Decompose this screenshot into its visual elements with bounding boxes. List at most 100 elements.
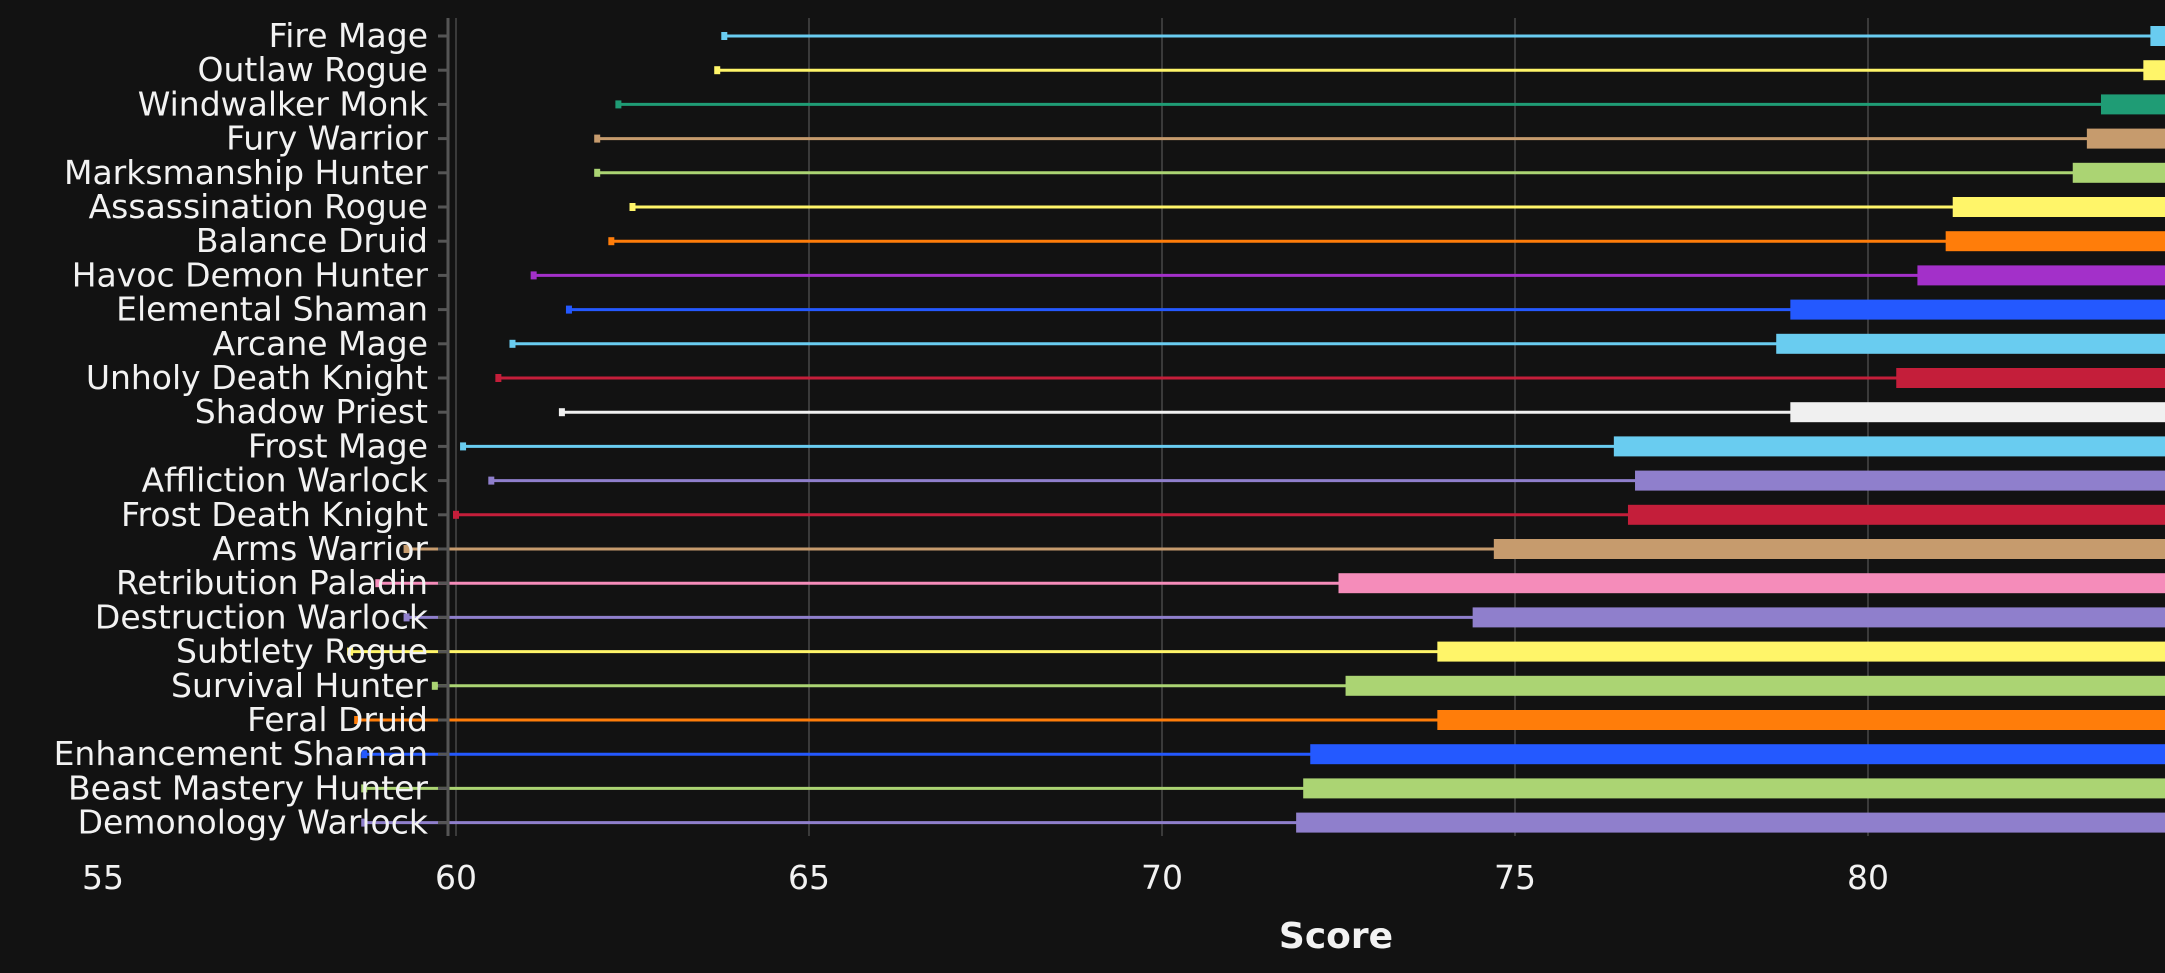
- iqr-box: [1790, 299, 2165, 320]
- whisker-min-cap: [361, 818, 368, 827]
- iqr-box: [2072, 162, 2165, 183]
- category-label: Windwalker Monk: [138, 84, 429, 123]
- whisker-min-cap: [488, 476, 495, 485]
- x-tick-label: 80: [1847, 858, 1889, 897]
- category-label: Marksmanship Hunter: [64, 153, 428, 192]
- whisker-min-cap: [530, 271, 537, 280]
- iqr-box: [1437, 641, 2165, 662]
- iqr-box: [1345, 675, 2165, 696]
- category-label: Assassination Rogue: [89, 187, 428, 226]
- category-label: Havoc Demon Hunter: [72, 255, 429, 294]
- box-row: [714, 60, 2165, 81]
- box-row: [361, 744, 2165, 765]
- iqr-box: [1437, 710, 2165, 730]
- iqr-box: [1945, 231, 2165, 252]
- box-row: [530, 265, 2165, 286]
- x-tick-label: 60: [435, 858, 477, 897]
- whisker-min-cap: [629, 203, 636, 211]
- box-row: [558, 402, 2165, 423]
- box-row: [488, 470, 2165, 491]
- iqr-box: [1635, 470, 2165, 491]
- iqr-box: [1627, 504, 2165, 525]
- category-label: Fire Mage: [269, 16, 428, 55]
- whisker-min-cap: [347, 647, 354, 656]
- box-row: [594, 128, 2165, 149]
- box-row: [594, 162, 2165, 183]
- box-row: [453, 504, 2165, 525]
- box-row: [361, 778, 2165, 799]
- iqr-box: [1613, 436, 2165, 457]
- category-label: Feral Druid: [247, 700, 428, 739]
- box-row: [615, 94, 2165, 115]
- x-axis: 556065707580859095100: [82, 858, 1889, 897]
- category-label: Arms Warrior: [212, 529, 428, 568]
- iqr-box: [1917, 265, 2165, 286]
- category-label: Frost Death Knight: [121, 495, 428, 534]
- category-label: Frost Mage: [248, 426, 428, 465]
- iqr-box: [1472, 607, 2165, 628]
- iqr-box: [1310, 744, 2165, 765]
- whisker-min-cap: [615, 100, 622, 109]
- category-label: Outlaw Rogue: [197, 50, 428, 89]
- x-axis-title: Score: [1279, 916, 1393, 957]
- iqr-box: [1303, 778, 2165, 799]
- whisker-min-cap: [721, 32, 728, 40]
- whisker-min-cap: [495, 374, 502, 382]
- whisker-min-cap: [594, 134, 601, 143]
- x-tick-label: 75: [1494, 858, 1536, 897]
- category-label: Fury Warrior: [226, 119, 428, 158]
- category-label: Retribution Paladin: [116, 563, 428, 602]
- category-label: Balance Druid: [196, 221, 428, 260]
- iqr-box: [1338, 573, 2165, 594]
- box-row: [495, 368, 2165, 388]
- whisker-min-cap: [714, 66, 721, 75]
- whisker-min-cap: [453, 510, 459, 519]
- box-row: [403, 539, 2165, 559]
- iqr-box: [1896, 368, 2165, 388]
- whisker-min-cap: [375, 579, 382, 588]
- category-label: Destruction Warlock: [95, 597, 429, 636]
- box-row: [375, 573, 2165, 594]
- box-row: [629, 197, 2165, 217]
- box-row: [361, 812, 2165, 833]
- x-tick-label: 55: [82, 858, 124, 897]
- whisker-min-cap: [431, 681, 438, 690]
- category-label: Shadow Priest: [195, 392, 428, 431]
- whisker-min-cap: [565, 305, 572, 314]
- iqr-box: [1296, 812, 2165, 833]
- iqr-box: [2150, 26, 2165, 46]
- category-label: Beast Mastery Hunter: [68, 768, 428, 807]
- category-label: Affliction Warlock: [142, 461, 429, 500]
- category-label: Unholy Death Knight: [86, 358, 428, 397]
- iqr-box: [2086, 128, 2165, 149]
- whisker-min-cap: [361, 784, 368, 793]
- whisker-min-cap: [594, 168, 601, 177]
- whisker-min-cap: [608, 237, 615, 246]
- category-label: Survival Hunter: [171, 666, 428, 705]
- x-tick-label: 70: [1141, 858, 1183, 897]
- iqr-box: [2100, 94, 2165, 115]
- box-row: [509, 333, 2165, 354]
- whisker-min-cap: [361, 750, 368, 759]
- grid-lines: [455, 18, 1869, 836]
- whisker-min-cap: [403, 613, 410, 622]
- plot-area: [347, 26, 2165, 833]
- whisker-min-cap: [354, 716, 361, 724]
- box-row: [721, 26, 2165, 46]
- category-label: Subtlety Rogue: [176, 632, 428, 671]
- category-label: Demonology Warlock: [78, 803, 429, 842]
- box-row: [460, 436, 2165, 457]
- box-row: [431, 675, 2165, 696]
- box-row: [608, 231, 2165, 252]
- category-label: Enhancement Shaman: [54, 734, 428, 773]
- category-label: Arcane Mage: [213, 324, 428, 363]
- box-row: [403, 607, 2165, 628]
- whisker-min-cap: [509, 339, 516, 348]
- whisker-min-cap: [403, 545, 410, 553]
- box-row: [347, 641, 2165, 662]
- iqr-box: [1790, 402, 2165, 423]
- x-tick-label: 65: [788, 858, 830, 897]
- box-row: [565, 299, 2165, 320]
- box-row: [354, 710, 2165, 730]
